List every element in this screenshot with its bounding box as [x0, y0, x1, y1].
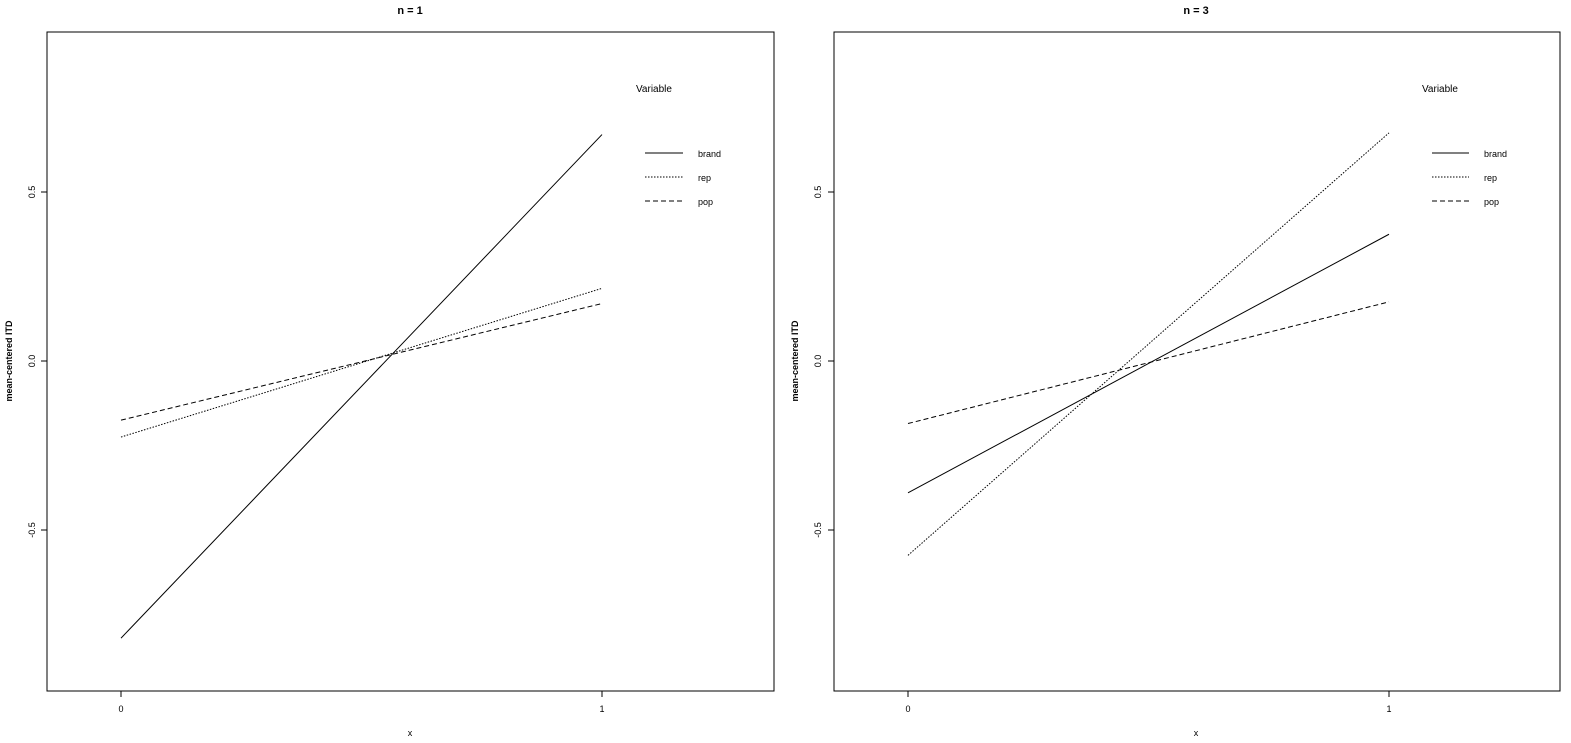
panel-1-line-pop	[120, 303, 603, 421]
panel-2-plot-frame	[833, 31, 1561, 692]
panel-1-legend-label-rep: rep	[698, 173, 711, 183]
panel-2-y-axis-label: mean-centered ITD	[790, 320, 800, 402]
panel-2-x-ticks: 0 1	[905, 691, 1392, 714]
panel-2-legend-label-brand: brand	[1484, 149, 1507, 159]
panel-2-xtick-label-0: 0	[905, 704, 910, 714]
panel-1-legend-title: Variable	[636, 84, 672, 95]
panel-1-x-axis-label: x	[408, 728, 413, 738]
panel-1: n = 1 -0.5 0.0 0.5 0 1 x mean-centered I…	[4, 5, 775, 738]
panel-1-line-rep	[120, 287, 603, 438]
panel-2-line-brand	[907, 233, 1390, 494]
panel-2-line-pop	[907, 301, 1390, 425]
panel-1-ytick-label-2: 0.5	[27, 186, 37, 199]
panel-1-xtick-label-0: 0	[118, 704, 123, 714]
panel-2-title: n = 3	[1183, 5, 1208, 17]
panel-2-legend-label-pop: pop	[1484, 197, 1499, 207]
panel-1-xtick-label-1: 1	[599, 704, 604, 714]
panel-2-ytick-label-1: 0.0	[813, 355, 823, 368]
panel-1-lines	[120, 134, 603, 639]
panel-1-line-brand	[120, 134, 603, 639]
panel-2-xtick-label-1: 1	[1386, 704, 1391, 714]
panel-1-y-ticks: -0.5 0.0 0.5	[27, 186, 47, 538]
panel-2-legend-label-rep: rep	[1484, 173, 1497, 183]
panel-2-lines	[907, 132, 1390, 556]
panel-1-x-ticks: 0 1	[118, 691, 605, 714]
panel-1-ytick-label-0: -0.5	[27, 522, 37, 538]
panel-1-y-axis-label: mean-centered ITD	[4, 320, 14, 402]
panel-1-legend: Variable brand rep pop	[636, 84, 721, 207]
panel-2: n = 3 -0.5 0.0 0.5 0 1 x mean-centered I…	[790, 5, 1561, 738]
panel-2-legend: Variable brand rep pop	[1422, 84, 1507, 207]
panel-2-ytick-label-0: -0.5	[813, 522, 823, 538]
panel-2-y-ticks: -0.5 0.0 0.5	[813, 186, 834, 538]
panel-1-title: n = 1	[397, 5, 422, 17]
panel-1-legend-label-pop: pop	[698, 197, 713, 207]
panel-2-line-rep	[907, 132, 1390, 556]
panel-1-legend-label-brand: brand	[698, 149, 721, 159]
panel-1-ytick-label-1: 0.0	[27, 355, 37, 368]
panel-2-legend-title: Variable	[1422, 84, 1458, 95]
panel-2-ytick-label-2: 0.5	[813, 186, 823, 199]
panel-2-x-axis-label: x	[1194, 728, 1199, 738]
panel-1-plot-frame	[46, 31, 775, 692]
